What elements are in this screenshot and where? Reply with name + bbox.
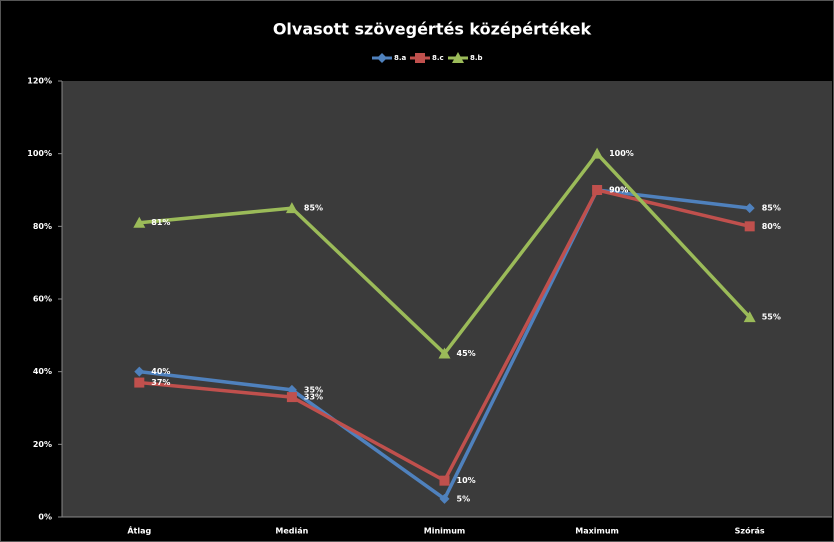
x-tick-label: Minimum xyxy=(424,527,466,536)
data-label: 90% xyxy=(609,186,628,195)
y-tick-label: 80% xyxy=(33,222,52,231)
marker xyxy=(285,202,298,214)
data-label: 45% xyxy=(457,349,476,358)
marker xyxy=(744,203,755,214)
x-tick-label: Szórás xyxy=(735,526,765,536)
y-tick-label: 0% xyxy=(38,513,52,522)
data-label: 85% xyxy=(762,204,781,213)
marker xyxy=(134,377,145,388)
chart-title: Olvasott szövegértés középértékek xyxy=(273,20,592,39)
marker xyxy=(743,311,756,323)
marker xyxy=(438,347,451,359)
y-tick-label: 120% xyxy=(27,77,52,86)
marker xyxy=(134,366,145,377)
data-label: 90% xyxy=(609,186,628,195)
legend-label: 8.c xyxy=(432,54,444,62)
legend-marker xyxy=(415,53,425,63)
y-tick-label: 100% xyxy=(27,149,52,158)
marker xyxy=(133,216,146,228)
marker xyxy=(286,392,297,403)
data-label: 55% xyxy=(762,313,781,322)
x-tick-label: Átlag xyxy=(127,525,151,536)
data-label: 10% xyxy=(457,476,476,485)
y-tick-label: 60% xyxy=(33,295,52,304)
data-label: 81% xyxy=(151,218,170,227)
data-label: 80% xyxy=(762,222,781,231)
data-label: 5% xyxy=(457,494,471,503)
x-tick-label: Medián xyxy=(275,527,308,536)
data-label: 100% xyxy=(609,149,634,158)
legend-label: 8.b xyxy=(470,54,483,62)
marker xyxy=(592,185,603,195)
legend-marker xyxy=(377,53,387,63)
x-tick-label: Maximum xyxy=(575,527,619,536)
data-label: 37% xyxy=(151,378,170,387)
marker xyxy=(744,221,755,232)
y-tick-label: 20% xyxy=(33,440,52,449)
plot-area xyxy=(62,81,832,517)
legend-label: 8.a xyxy=(394,54,407,62)
legend-marker xyxy=(452,52,464,63)
marker xyxy=(439,475,450,486)
marker xyxy=(439,493,450,504)
data-label: 35% xyxy=(304,385,323,394)
y-tick-label: 40% xyxy=(33,367,52,376)
data-label: 85% xyxy=(304,204,323,213)
data-label: 40% xyxy=(151,367,170,376)
marker xyxy=(591,147,604,159)
data-label: 33% xyxy=(304,393,323,402)
